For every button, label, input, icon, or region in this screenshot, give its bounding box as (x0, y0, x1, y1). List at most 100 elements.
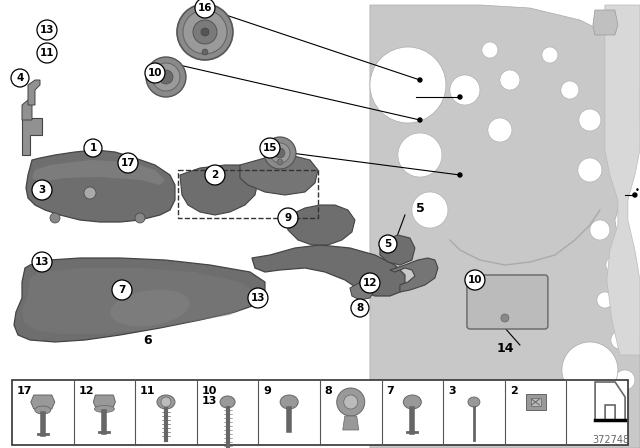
Text: 372748: 372748 (593, 435, 630, 445)
Ellipse shape (220, 396, 235, 408)
Circle shape (602, 402, 618, 418)
Polygon shape (31, 395, 55, 409)
Circle shape (633, 193, 637, 197)
Circle shape (202, 49, 208, 55)
Text: 10: 10 (148, 68, 162, 78)
Polygon shape (390, 258, 438, 292)
Ellipse shape (94, 405, 115, 413)
Circle shape (195, 0, 215, 18)
Text: 11: 11 (140, 386, 156, 396)
Circle shape (379, 235, 397, 253)
Text: 9: 9 (263, 386, 271, 396)
Circle shape (579, 109, 601, 131)
Text: 4: 4 (16, 73, 24, 83)
Text: 13: 13 (35, 257, 49, 267)
Text: 15: 15 (262, 143, 277, 153)
Text: 13: 13 (251, 293, 265, 303)
Circle shape (501, 314, 509, 322)
Polygon shape (252, 245, 405, 296)
Circle shape (177, 4, 233, 60)
Polygon shape (240, 155, 318, 195)
Circle shape (275, 148, 285, 158)
Circle shape (615, 370, 635, 390)
Ellipse shape (468, 397, 480, 407)
Circle shape (264, 137, 296, 169)
Text: 17: 17 (17, 386, 33, 396)
Circle shape (205, 165, 225, 185)
Circle shape (260, 138, 280, 158)
Circle shape (32, 180, 52, 200)
Ellipse shape (35, 406, 51, 414)
Circle shape (482, 42, 498, 58)
Circle shape (277, 159, 283, 165)
Polygon shape (26, 150, 175, 222)
Circle shape (488, 118, 512, 142)
Circle shape (135, 213, 145, 223)
Circle shape (590, 220, 610, 240)
Circle shape (201, 28, 209, 36)
Circle shape (344, 395, 358, 409)
Circle shape (412, 192, 448, 228)
Circle shape (37, 43, 57, 63)
Ellipse shape (280, 395, 298, 409)
Bar (525, 394, 545, 410)
Polygon shape (605, 5, 640, 355)
Circle shape (458, 95, 462, 99)
Polygon shape (14, 258, 265, 342)
Circle shape (152, 63, 180, 91)
Circle shape (37, 20, 57, 40)
Polygon shape (343, 416, 359, 430)
Polygon shape (593, 10, 618, 35)
Circle shape (370, 47, 446, 123)
Polygon shape (380, 235, 415, 265)
FancyBboxPatch shape (467, 275, 548, 329)
Text: 7: 7 (118, 285, 125, 295)
Circle shape (11, 69, 29, 87)
Circle shape (50, 213, 60, 223)
Circle shape (84, 187, 96, 199)
Circle shape (458, 173, 462, 177)
Circle shape (418, 78, 422, 82)
Text: 2: 2 (211, 170, 219, 180)
Bar (531, 398, 541, 406)
Text: 3: 3 (38, 185, 45, 195)
Circle shape (161, 397, 171, 407)
Circle shape (606, 256, 624, 274)
Circle shape (500, 70, 520, 90)
Text: 16: 16 (198, 3, 212, 13)
Text: 13: 13 (202, 396, 217, 406)
Circle shape (183, 10, 227, 54)
Polygon shape (32, 160, 165, 185)
Polygon shape (22, 268, 255, 334)
Text: 3: 3 (448, 386, 456, 396)
Circle shape (112, 280, 132, 300)
Text: 7: 7 (387, 386, 394, 396)
Circle shape (146, 57, 186, 97)
Circle shape (337, 388, 365, 416)
Text: 13: 13 (40, 25, 54, 35)
Text: 12: 12 (363, 278, 377, 288)
Circle shape (118, 153, 138, 173)
Circle shape (418, 118, 422, 122)
Polygon shape (287, 205, 355, 245)
Polygon shape (93, 395, 115, 407)
Circle shape (465, 270, 485, 290)
Polygon shape (22, 100, 32, 120)
Circle shape (450, 75, 480, 105)
Polygon shape (28, 80, 40, 105)
Circle shape (561, 81, 579, 99)
Text: 6: 6 (143, 333, 152, 346)
Polygon shape (22, 118, 42, 155)
Text: 14: 14 (496, 341, 514, 354)
Circle shape (572, 422, 588, 438)
Circle shape (562, 342, 618, 398)
Circle shape (278, 208, 298, 228)
Circle shape (84, 139, 102, 157)
Text: 8: 8 (356, 303, 364, 313)
Circle shape (193, 20, 217, 44)
Text: 17: 17 (121, 158, 135, 168)
Circle shape (159, 70, 173, 84)
Bar (12, 380, 628, 445)
Ellipse shape (403, 395, 421, 409)
Text: 8: 8 (325, 386, 333, 396)
